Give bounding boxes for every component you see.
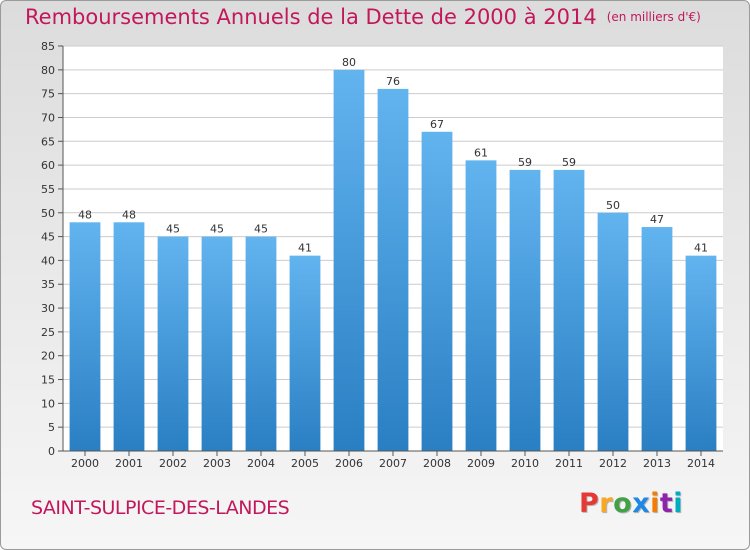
bars: 48 48 45 45 45 41 80 76 67 61 59 59 50 47 41 <box>69 56 717 451</box>
data-label: 45 <box>210 223 224 236</box>
x-tick-label: 2003 <box>203 457 231 470</box>
data-label: 45 <box>166 223 180 236</box>
bar <box>553 169 585 451</box>
bar <box>289 255 321 451</box>
x-tick-label: 2011 <box>555 457 583 470</box>
x-tick-label: 2014 <box>687 457 715 470</box>
data-label: 45 <box>254 223 268 236</box>
chart-title-unit: (en milliers d'€) <box>606 10 701 24</box>
logo-letter: t <box>659 488 674 519</box>
logo-letter: i <box>650 488 660 519</box>
logo-letter: r <box>599 488 614 519</box>
x-tick-label: 2004 <box>247 457 275 470</box>
y-tick-label: 75 <box>41 88 55 101</box>
data-label: 48 <box>78 208 92 221</box>
logo-letter: x <box>632 488 651 519</box>
logo-letter: P <box>579 488 600 519</box>
chart-title: Remboursements Annuels de la Dette de 20… <box>25 5 701 29</box>
x-tick-label: 2009 <box>467 457 495 470</box>
y-tick-label: 55 <box>41 183 55 196</box>
x-tick-label: 2013 <box>643 457 671 470</box>
y-tick-label: 80 <box>41 64 55 77</box>
y-tick-label: 5 <box>48 421 55 434</box>
commune-name: SAINT-SULPICE-DES-LANDES <box>31 497 290 519</box>
bar <box>157 236 189 451</box>
data-label: 61 <box>474 146 488 159</box>
y-tick-label: 40 <box>41 254 55 267</box>
logo-letter: i <box>673 488 684 519</box>
x-tick-label: 2002 <box>159 457 187 470</box>
y-tick-label: 15 <box>41 374 55 387</box>
y-tick-label: 30 <box>41 302 55 315</box>
x-tick-label: 2008 <box>423 457 451 470</box>
data-label: 47 <box>650 213 664 226</box>
y-tick-label: 50 <box>41 207 55 220</box>
x-tick-label: 2007 <box>379 457 407 470</box>
y-tick-label: 60 <box>41 159 55 172</box>
data-label: 80 <box>342 56 356 69</box>
y-tick-label: 85 <box>41 40 55 53</box>
bar <box>641 227 673 451</box>
data-label: 59 <box>562 156 576 169</box>
bar <box>113 222 145 451</box>
y-tick-label: 70 <box>41 111 55 124</box>
x-tick-label: 2010 <box>511 457 539 470</box>
bar <box>333 69 365 451</box>
x-tick-label: 2005 <box>291 457 319 470</box>
x-tick-label: 2000 <box>71 457 99 470</box>
bar <box>69 222 101 451</box>
bar <box>509 169 541 451</box>
data-label: 67 <box>430 118 444 131</box>
y-tick-label: 10 <box>41 397 55 410</box>
y-tick-label: 20 <box>41 350 55 363</box>
bar <box>685 255 717 451</box>
data-label: 41 <box>298 242 312 255</box>
y-tick-label: 0 <box>48 445 55 458</box>
bar <box>421 131 453 451</box>
logo-letter: o <box>613 488 633 519</box>
bar <box>465 160 497 451</box>
data-label: 76 <box>386 75 400 88</box>
bar <box>245 236 277 451</box>
chart-title-text: Remboursements Annuels de la Dette de 20… <box>25 5 597 29</box>
x-tick-label: 2006 <box>335 457 363 470</box>
x-tick-label: 2012 <box>599 457 627 470</box>
x-tick-label: 2001 <box>115 457 143 470</box>
bar <box>201 236 233 451</box>
proxiti-logo: Proxiti <box>579 488 683 519</box>
y-tick-label: 45 <box>41 231 55 244</box>
data-label: 48 <box>122 208 136 221</box>
data-label: 59 <box>518 156 532 169</box>
y-tick-label: 25 <box>41 326 55 339</box>
data-label: 41 <box>694 242 708 255</box>
bar <box>597 212 629 451</box>
y-tick-label: 35 <box>41 278 55 291</box>
axes: 0 5 10 15 20 25 30 35 40 45 50 55 60 65 70 75 80 85 2000 20… <box>41 40 723 470</box>
y-tick-label: 65 <box>41 135 55 148</box>
bar <box>377 88 409 451</box>
data-label: 50 <box>606 199 620 212</box>
